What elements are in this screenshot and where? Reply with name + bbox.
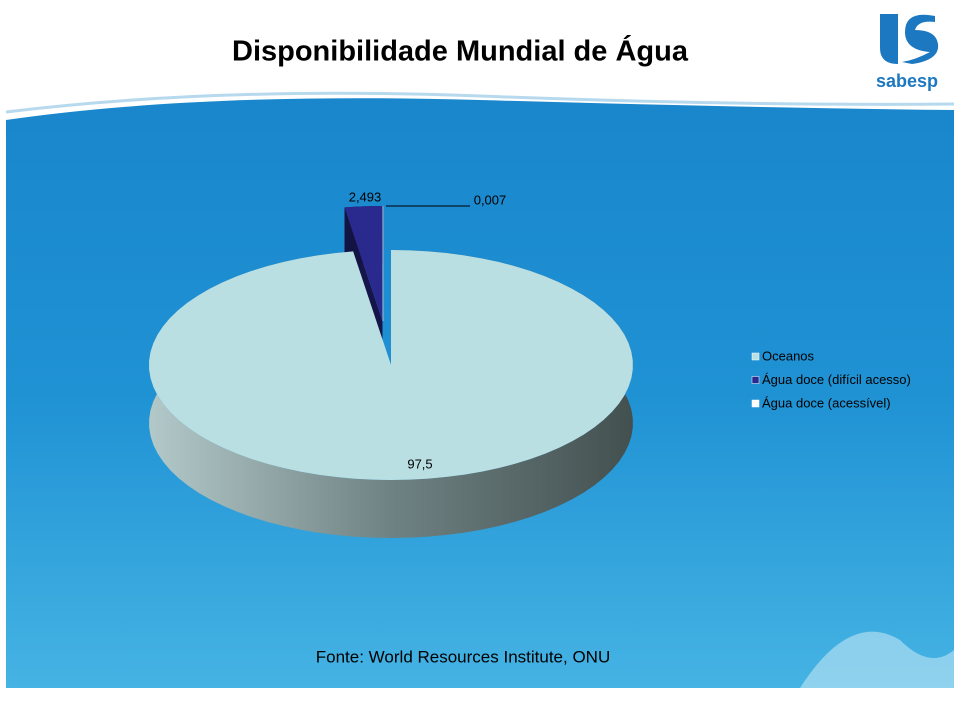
legend-label: Oceanos [762,348,815,363]
data-label: 0,007 [474,192,507,207]
source: Fonte: World Resources Institute, ONU [316,647,610,666]
data-label: 97,5 [407,456,432,471]
legend-label: Água doce (difícil acesso) [762,372,911,387]
legend-label: Água doce (acessível) [762,395,891,410]
legend-swatch [752,400,759,407]
logo-text: sabesp [876,71,938,91]
data-label: 2,493 [349,189,382,204]
legend-swatch [752,377,759,384]
legend-swatch [752,353,759,360]
chart-title: Disponibilidade Mundial de Água [232,34,689,68]
logo-mark [880,14,898,64]
